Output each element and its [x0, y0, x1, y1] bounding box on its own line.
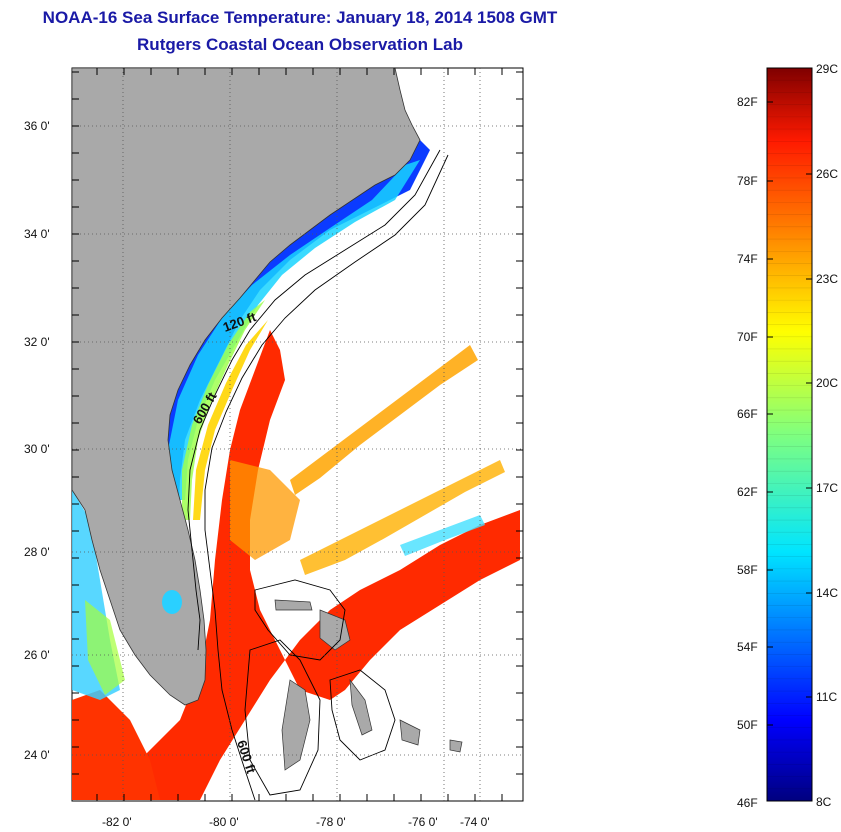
f-label-78: 78F	[737, 174, 758, 188]
contour-600ft	[204, 154, 449, 801]
map-title: NOAA-16 Sea Surface Temperature: January…	[42, 8, 558, 27]
sst-cyan-streak	[400, 515, 485, 556]
colorbar: 82F 78F 74F 70F 66F 62F 58F 54F 50F 46F …	[737, 62, 838, 810]
lon-label-74: -74 0'	[460, 815, 490, 829]
land	[72, 68, 463, 771]
sst-warm-streak-1	[290, 345, 478, 495]
c-label-14: 14C	[816, 586, 838, 600]
longitude-labels: -82 0' -80 0' -78 0' -76 0' -74 0'	[102, 815, 490, 829]
lat-label-32: 32 0'	[24, 335, 50, 349]
c-label-8: 8C	[816, 795, 832, 809]
sst-warm-streak-3	[230, 460, 300, 560]
f-label-58: 58F	[737, 563, 758, 577]
map-subtitle: Rutgers Coastal Ocean Observation Lab	[137, 35, 463, 54]
sst-nearshore-green	[182, 300, 265, 520]
sst-southwest-warm	[72, 690, 160, 800]
lat-label-36: 36 0'	[24, 119, 50, 133]
land-cat-island	[399, 719, 421, 746]
c-label-23: 23C	[816, 272, 838, 286]
lon-label-78: -78 0'	[316, 815, 346, 829]
lat-label-34: 34 0'	[24, 227, 50, 241]
c-label-11: 11C	[816, 690, 837, 704]
lon-label-76: -76 0'	[408, 815, 438, 829]
contour-bahamas-1	[254, 579, 346, 661]
bathymetry-contours	[187, 149, 449, 801]
sst-nearshore-yellow	[193, 320, 268, 520]
colorbar-ticks	[767, 101, 812, 726]
land-mainland	[72, 68, 421, 706]
lat-label-28: 28 0'	[24, 545, 50, 559]
f-label-82: 82F	[737, 95, 758, 109]
lat-label-24: 24 0'	[24, 748, 50, 762]
f-label-46: 46F	[737, 796, 758, 810]
land-grand-bahama	[274, 599, 313, 611]
sst-nearshore-cold	[140, 100, 430, 520]
f-label-54: 54F	[737, 640, 758, 654]
lat-label-26: 26 0'	[24, 648, 50, 662]
frame-ticks	[72, 68, 523, 801]
land-eleuthera	[349, 678, 373, 736]
contour-bahamas-2	[244, 639, 321, 796]
colorbar-fahrenheit-labels: 82F 78F 74F 70F 66F 62F 58F 54F 50F 46F	[737, 95, 758, 810]
f-label-62: 62F	[737, 485, 758, 499]
lat-label-30: 30 0'	[24, 442, 50, 456]
c-label-17: 17C	[816, 481, 838, 495]
lake-okeechobee	[162, 590, 182, 614]
land-andros	[281, 679, 311, 771]
sst-warm-streak-2	[300, 460, 505, 575]
f-label-66: 66F	[737, 407, 758, 421]
lon-label-82: -82 0'	[102, 815, 132, 829]
f-label-70: 70F	[737, 330, 758, 344]
colorbar-bands	[767, 79, 812, 790]
f-label-74: 74F	[737, 252, 758, 266]
sst-field	[72, 100, 520, 800]
sst-nearshore-cyan	[168, 160, 420, 500]
colorbar-celsius-labels: 29C 26C 23C 20C 17C 14C 11C 8C	[816, 62, 838, 809]
c-label-26: 26C	[816, 167, 838, 181]
sst-gulf-west-green	[85, 600, 125, 695]
colorbar-gradient	[766, 67, 813, 802]
f-label-50: 50F	[737, 718, 758, 732]
contour-bahamas-3	[329, 669, 396, 761]
land-abaco	[319, 609, 351, 651]
sst-gulf-stream	[72, 330, 520, 800]
land-island-east	[449, 739, 463, 753]
c-label-29: 29C	[816, 62, 838, 76]
c-label-20: 20C	[816, 376, 838, 390]
latitude-labels: 36 0' 34 0' 32 0' 30 0' 28 0' 26 0' 24 0…	[24, 119, 50, 762]
contour-120ft	[187, 149, 441, 651]
lon-label-80: -80 0'	[209, 815, 239, 829]
map-panel: 120 ft 600 ft 600 ft 36 0' 34 0' 32 0' 3…	[24, 67, 524, 829]
